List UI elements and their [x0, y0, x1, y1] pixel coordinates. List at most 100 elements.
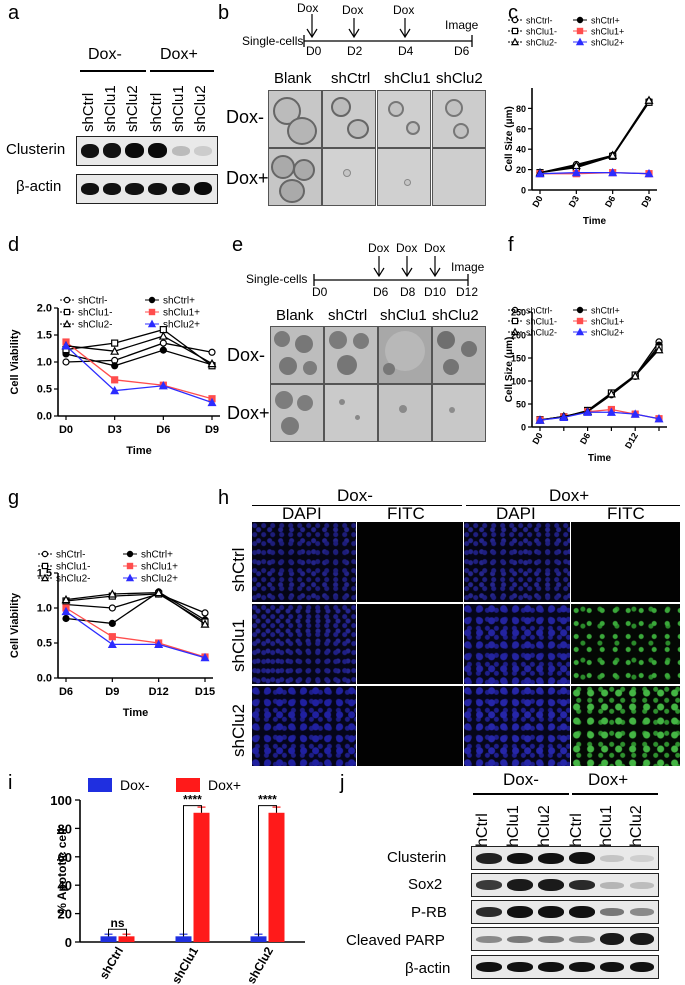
y-axis-title: % Apototic cell [55, 828, 69, 914]
legend-label: shClu2- [78, 320, 112, 331]
series-line [65, 349, 213, 367]
timeline-dox-3: Dox [424, 241, 446, 255]
row-label-shclu2: shClu2 [229, 704, 248, 757]
y-tick-label: 1.0 [37, 357, 52, 369]
data-point [108, 604, 116, 612]
blot-cleaved-parp [471, 927, 659, 951]
data-point [654, 344, 664, 354]
x-axis-title: Time [123, 707, 148, 719]
series-line [65, 335, 213, 365]
y-tick-label: 20 [516, 165, 526, 175]
data-point [61, 341, 71, 350]
data-point [535, 168, 545, 178]
timeline-day: D10 [424, 285, 447, 299]
data-point [630, 409, 640, 418]
y-tick-label: 0 [521, 186, 526, 196]
row-label-beta-actin: β-actin [405, 960, 451, 977]
micrograph [270, 326, 324, 384]
x-axis-title: Time [583, 216, 607, 227]
legend-label: Dox+ [208, 777, 241, 793]
legend-marker [148, 296, 156, 304]
data-point [108, 633, 116, 641]
data-point [154, 639, 164, 648]
data-point [108, 619, 116, 627]
lane-label: shClu1 [102, 85, 119, 132]
data-point [111, 362, 119, 370]
legend-label: shCtrl- [526, 306, 553, 316]
data-point [62, 614, 70, 623]
legend-label: shClu1+ [163, 308, 200, 319]
y-tick-label: 200 [511, 331, 526, 341]
group-line [252, 505, 462, 506]
legend-label: shClu2+ [591, 328, 624, 338]
bar [268, 812, 285, 942]
row-label-shctrl: shCtrl [229, 547, 248, 592]
lane-label: shCtrl [148, 92, 165, 132]
series-line [539, 341, 660, 421]
timeline-dox-1: Dox [368, 241, 390, 255]
chart-f-cell-size: shCtrl-shCtrl+ shClu1- shClu1+ shClu2- shClu… [504, 306, 667, 464]
y-tick-label: 0.5 [37, 638, 52, 650]
group-line [466, 505, 680, 506]
data-point [107, 589, 117, 598]
legend-label: shClu1+ [591, 317, 624, 327]
timeline-day: D6 [454, 44, 470, 58]
data-point [154, 587, 164, 597]
fluorescence-image-dapi [252, 522, 356, 602]
bar [250, 936, 267, 942]
series-line [65, 607, 206, 658]
channel-label: DAPI [496, 504, 536, 523]
column-label: shCtrl [331, 70, 371, 87]
legend-marker [62, 319, 72, 328]
timeline-day: D2 [347, 44, 363, 58]
legend-label: shCtrl+ [163, 296, 195, 307]
y-tick-label: 0 [65, 935, 72, 950]
group-label-dox-plus: Dox+ [588, 770, 629, 789]
x-tick-label: D6 [156, 424, 170, 436]
micrograph [432, 384, 486, 442]
y-tick-label: 250 [511, 308, 526, 318]
legend-label: shCtrl+ [591, 306, 620, 316]
legend-label: shCtrl- [78, 296, 107, 307]
bar [175, 936, 192, 942]
legend-marker [511, 317, 519, 325]
y-axis-title: Cell Size (μm) [504, 337, 515, 403]
legend-label: shClu1- [526, 317, 557, 327]
x-tick-label: D3 [108, 424, 122, 436]
legend-label: shCtrl+ [141, 550, 173, 561]
legend-marker [40, 573, 50, 582]
significance-label: **** [258, 793, 277, 807]
series-line [539, 349, 660, 421]
row-label-p-rb: P-RB [411, 904, 447, 921]
micrograph [324, 326, 378, 384]
series-line [539, 344, 660, 421]
series-line [65, 591, 206, 625]
fluorescence-image-fitc [571, 686, 680, 766]
timeline-e [313, 256, 469, 286]
group-line-dox-plus [572, 793, 658, 795]
significance-label: ns [110, 916, 124, 930]
channel-label: FITC [607, 504, 645, 523]
data-point [583, 407, 593, 416]
x-tick-label: D12 [149, 686, 169, 698]
fluorescence-image-fitc [357, 686, 463, 766]
column-label: shClu1 [380, 307, 427, 324]
y-tick-label: 40 [58, 878, 72, 893]
micrograph [432, 90, 486, 148]
legend-label: shClu2- [526, 38, 557, 48]
y-tick-label: 20 [58, 907, 72, 922]
data-point [111, 376, 119, 384]
blot-beta-actin [471, 955, 659, 979]
data-point [62, 358, 70, 366]
row-label-shclu1: shClu1 [229, 619, 248, 672]
group-label-dox-plus: Dox+ [549, 486, 590, 505]
row-label-dox-plus: Dox+ [227, 403, 270, 423]
legend-marker [511, 27, 519, 35]
row-label-dox-minus: Dox- [227, 345, 266, 365]
data-point [654, 413, 664, 423]
micrograph [322, 148, 376, 206]
legend-marker [576, 306, 584, 314]
micrograph [268, 148, 322, 206]
y-tick-label: 0.5 [37, 384, 52, 396]
series-line [539, 101, 650, 174]
